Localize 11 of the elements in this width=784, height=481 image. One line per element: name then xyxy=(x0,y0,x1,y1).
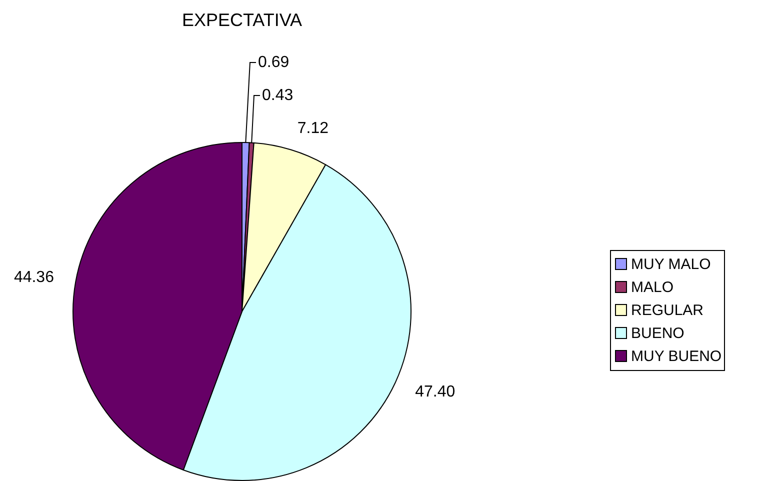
data-label: 44.36 xyxy=(14,269,54,286)
data-label: 0.43 xyxy=(262,86,294,104)
legend-label: MUY MALO xyxy=(630,255,712,275)
legend-label: BUENO xyxy=(630,324,686,344)
legend-label: REGULAR xyxy=(630,301,705,321)
chart-title: EXPECTATIVA xyxy=(182,10,302,31)
data-label: 0.69 xyxy=(258,54,290,71)
legend-label: MALO xyxy=(630,278,675,298)
legend-label: MUY BUENO xyxy=(630,347,722,367)
data-label: 7.12 xyxy=(297,120,329,138)
data-label: 47.40 xyxy=(415,384,456,401)
